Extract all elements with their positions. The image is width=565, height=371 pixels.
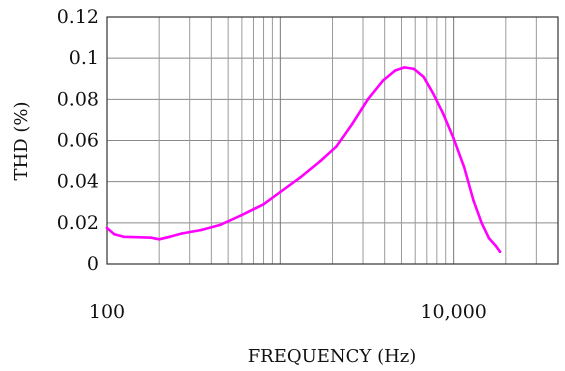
series-point: [403, 66, 406, 69]
series-layer: [105, 66, 502, 253]
y-tick-labels: 0 0.02 0.04 0.06 0.08 0.1 0.12: [57, 6, 99, 275]
series-point: [498, 250, 502, 253]
series-point: [112, 232, 116, 236]
series-point: [393, 69, 397, 72]
y-tick-label: 0.06: [57, 130, 99, 152]
y-tick-label: 0.12: [57, 6, 99, 28]
series-point: [452, 137, 455, 140]
series-point: [218, 223, 222, 227]
series-point: [381, 79, 385, 83]
series-point: [487, 236, 491, 240]
series-point: [472, 198, 475, 202]
series-point: [480, 221, 483, 225]
series-point: [262, 203, 265, 206]
y-tick-label: 0.1: [69, 47, 99, 69]
series-point: [149, 236, 153, 239]
y-axis-title: THD (%): [11, 101, 32, 180]
series-point: [105, 226, 109, 230]
series-point: [240, 213, 244, 217]
y-tick-label: 0.08: [57, 88, 99, 110]
x-tick-labels: 100 10,000: [89, 301, 487, 323]
series-point: [462, 165, 466, 169]
series-point: [122, 235, 126, 239]
series-point: [318, 159, 322, 163]
series-point: [494, 244, 498, 248]
series-point: [431, 91, 435, 95]
series-point: [441, 112, 445, 116]
plot-frame: [106, 16, 559, 265]
y-tick-label: 0.02: [57, 212, 99, 234]
x-tick-label: 100: [89, 301, 125, 323]
series-point: [180, 232, 184, 235]
series-point: [279, 190, 282, 194]
grid-layer: [107, 17, 558, 264]
x-axis-title: FREQUENCY (Hz): [248, 346, 417, 367]
y-tick-label: 0.04: [57, 171, 99, 193]
series-point: [334, 145, 338, 148]
series-line: [105, 66, 502, 253]
series-point: [200, 228, 203, 232]
y-tick-label: 0: [87, 253, 99, 275]
series-point: [157, 238, 161, 241]
series-point: [412, 67, 416, 71]
series-point: [298, 176, 302, 179]
x-tick-label: 10,000: [420, 301, 486, 323]
series-point: [136, 235, 139, 239]
series-point: [422, 75, 425, 78]
series-point: [366, 98, 370, 101]
series-point: [350, 122, 354, 126]
series-point: [168, 235, 171, 239]
